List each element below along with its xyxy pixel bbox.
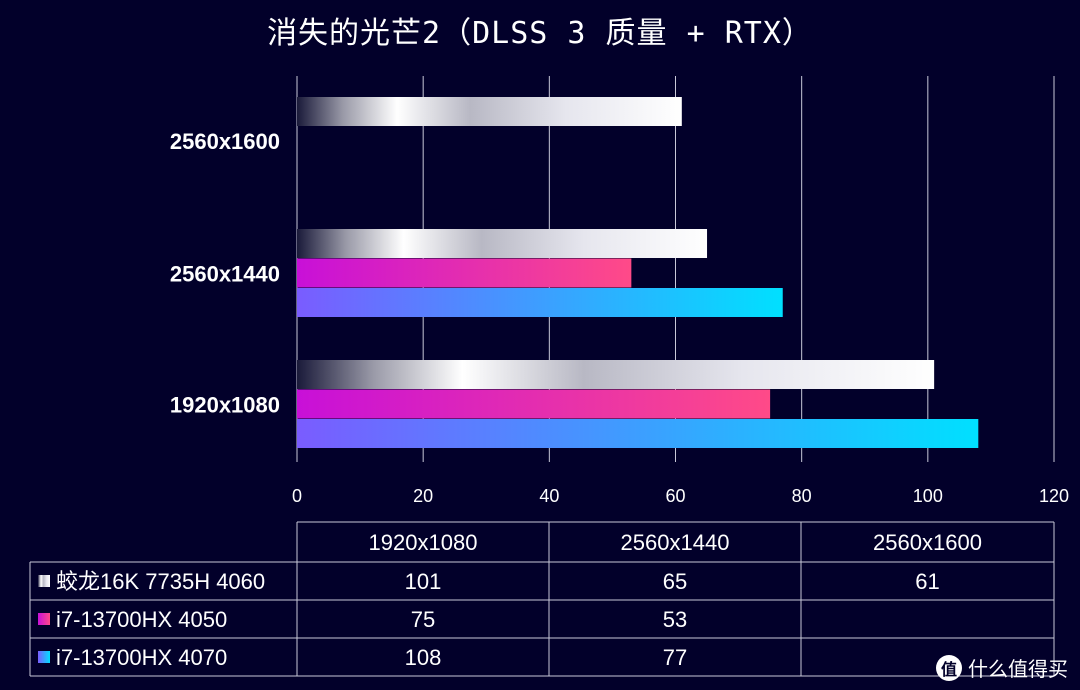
bars: [297, 97, 979, 448]
table-cell: 65: [663, 569, 687, 594]
bar: [297, 288, 783, 317]
bar: [297, 389, 771, 419]
table-header-cell: 2560x1600: [873, 530, 982, 555]
x-tick-label: 0: [292, 486, 302, 506]
category-label: 2560x1440: [170, 261, 280, 286]
watermark: 值 什么值得买: [936, 653, 1068, 682]
table-cell: 108: [405, 645, 442, 670]
watermark-logo-icon: 值: [936, 654, 962, 681]
table-cell: 53: [663, 607, 687, 632]
bar: [297, 258, 632, 288]
x-tick-label: 100: [913, 486, 943, 506]
x-tick-label: 80: [792, 486, 812, 506]
table-cell: 75: [411, 607, 435, 632]
category-label: 1920x1080: [170, 392, 280, 417]
x-tick-label: 120: [1039, 486, 1069, 506]
legend-swatch: [38, 613, 50, 625]
legend-swatch: [38, 575, 50, 587]
bar: [297, 360, 935, 389]
table-cell: 61: [915, 569, 939, 594]
category-label: 2560x1600: [170, 129, 280, 154]
legend-label: 蛟龙16K 7735H 4060: [56, 569, 265, 594]
watermark-text: 什么值得买: [968, 657, 1068, 681]
table-cell: 101: [405, 569, 442, 594]
x-tick-label: 60: [665, 486, 685, 506]
x-tick-label: 20: [413, 486, 433, 506]
data-table: 1920x1080 2560x1440 2560x1600 蛟龙16K 7735H 4…: [29, 521, 1055, 677]
table-header-cell: 1920x1080: [369, 530, 478, 555]
legend-label: i7-13700HX 4050: [56, 607, 227, 632]
labels: 0 20 40 60 80 100 120 2560x1600 2560x1440 1920x10…: [170, 129, 1069, 506]
chart-title: 消失的光芒2（DLSS 3 质量 + RTX）: [267, 16, 813, 51]
legend-swatch: [38, 651, 50, 663]
table-cell: 77: [663, 645, 687, 670]
bar: [297, 229, 708, 258]
table-header-cell: 2560x1440: [621, 530, 730, 555]
bar: [297, 97, 682, 126]
x-tick-label: 40: [539, 486, 559, 506]
bar: [297, 419, 979, 448]
legend-label: i7-13700HX 4070: [56, 645, 227, 670]
